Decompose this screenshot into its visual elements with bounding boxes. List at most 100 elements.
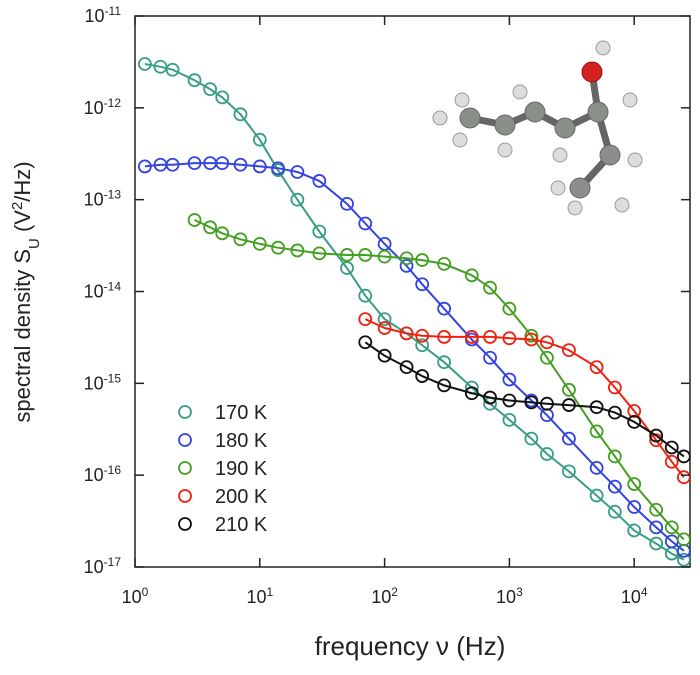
data-point (137, 159, 152, 174)
legend-marker (178, 405, 192, 419)
data-point (676, 449, 690, 464)
data-point (187, 156, 202, 171)
tick-exponent: -11 (105, 4, 122, 18)
data-point (340, 261, 354, 275)
data-point (502, 372, 517, 387)
atom-h (627, 152, 643, 168)
data-point (312, 246, 327, 261)
atom-c (554, 117, 576, 139)
data-point (399, 360, 414, 375)
y-label-part: U (26, 238, 43, 249)
data-point (252, 132, 267, 147)
y-label-part: (V (10, 210, 35, 238)
data-point (437, 256, 452, 271)
data-point (649, 536, 664, 551)
data-point (589, 424, 604, 439)
data-point (464, 330, 479, 344)
data-point (464, 386, 479, 401)
data-point (290, 165, 305, 179)
data-point (524, 328, 539, 343)
data-point (676, 552, 690, 567)
data-point (464, 268, 479, 283)
data-point (483, 350, 497, 365)
data-point (233, 107, 248, 122)
atom-c (459, 107, 481, 129)
data-point (562, 464, 576, 479)
data-point (607, 479, 622, 494)
tick-base: 10 (122, 587, 142, 607)
tick-label: 10-13 (84, 188, 122, 210)
data-point (312, 174, 327, 188)
tick-base: 10 (84, 373, 104, 393)
data-point (377, 321, 392, 335)
data-point (233, 157, 248, 172)
atom-h (497, 142, 513, 158)
tick-exponent: 3 (516, 585, 523, 599)
data-point (627, 404, 642, 418)
data-point (271, 240, 285, 255)
data-point (187, 73, 202, 88)
atom-h (550, 180, 566, 196)
data-point (399, 259, 414, 273)
data-point (437, 378, 452, 393)
data-point (415, 328, 430, 343)
tick-label: 102 (371, 585, 398, 607)
data-point (589, 488, 604, 503)
data-point (540, 335, 554, 350)
tick-exponent: 0 (142, 585, 149, 599)
data-point (502, 331, 517, 346)
data-point (377, 348, 392, 363)
data-point (483, 330, 497, 344)
data-point (399, 326, 414, 341)
tick-exponent: -12 (104, 96, 122, 110)
data-point (415, 338, 430, 353)
legend-label: 190 K (215, 458, 268, 480)
data-point (540, 396, 554, 411)
data-point (607, 405, 622, 420)
data-point (589, 460, 604, 475)
tick-base: 10 (84, 465, 104, 485)
data-point (233, 232, 248, 247)
tick-base: 10 (84, 190, 104, 210)
data-point (415, 277, 430, 292)
data-point (252, 236, 267, 251)
y-label-part: 2 (9, 202, 26, 210)
data-point (165, 62, 180, 77)
data-point (203, 82, 218, 96)
data-point (524, 431, 539, 446)
data-point (607, 380, 622, 395)
tick-base: 10 (84, 98, 104, 118)
data-point (187, 213, 202, 227)
legend-label: 200 K (215, 486, 268, 508)
data-point (312, 224, 327, 239)
data-point (377, 312, 392, 327)
data-point (215, 156, 230, 171)
data-point (415, 253, 430, 267)
data-point (340, 248, 354, 262)
atom-c (599, 144, 621, 166)
data-point (589, 360, 604, 375)
data-point (649, 520, 664, 535)
tick-exponent: -16 (104, 463, 122, 477)
tick-exponent: -17 (104, 555, 122, 569)
data-point (627, 523, 642, 538)
data-point (358, 335, 373, 350)
tick-base: 10 (85, 6, 105, 26)
data-point (649, 428, 664, 443)
data-point (399, 251, 414, 266)
data-point (540, 447, 554, 461)
tick-label: 103 (496, 585, 523, 607)
legend-label: 170 K (215, 402, 268, 424)
tick-exponent: -15 (104, 371, 122, 385)
data-point (215, 226, 230, 241)
atom-c (494, 114, 516, 136)
data-point (215, 90, 230, 105)
tick-exponent: 4 (641, 585, 648, 599)
data-point (271, 161, 285, 176)
tick-base: 10 (371, 587, 391, 607)
tick-base: 10 (246, 587, 266, 607)
y-label-part: spectral density S (10, 249, 35, 423)
fit-line (144, 162, 685, 552)
data-point (483, 390, 497, 405)
data-point (437, 330, 452, 344)
